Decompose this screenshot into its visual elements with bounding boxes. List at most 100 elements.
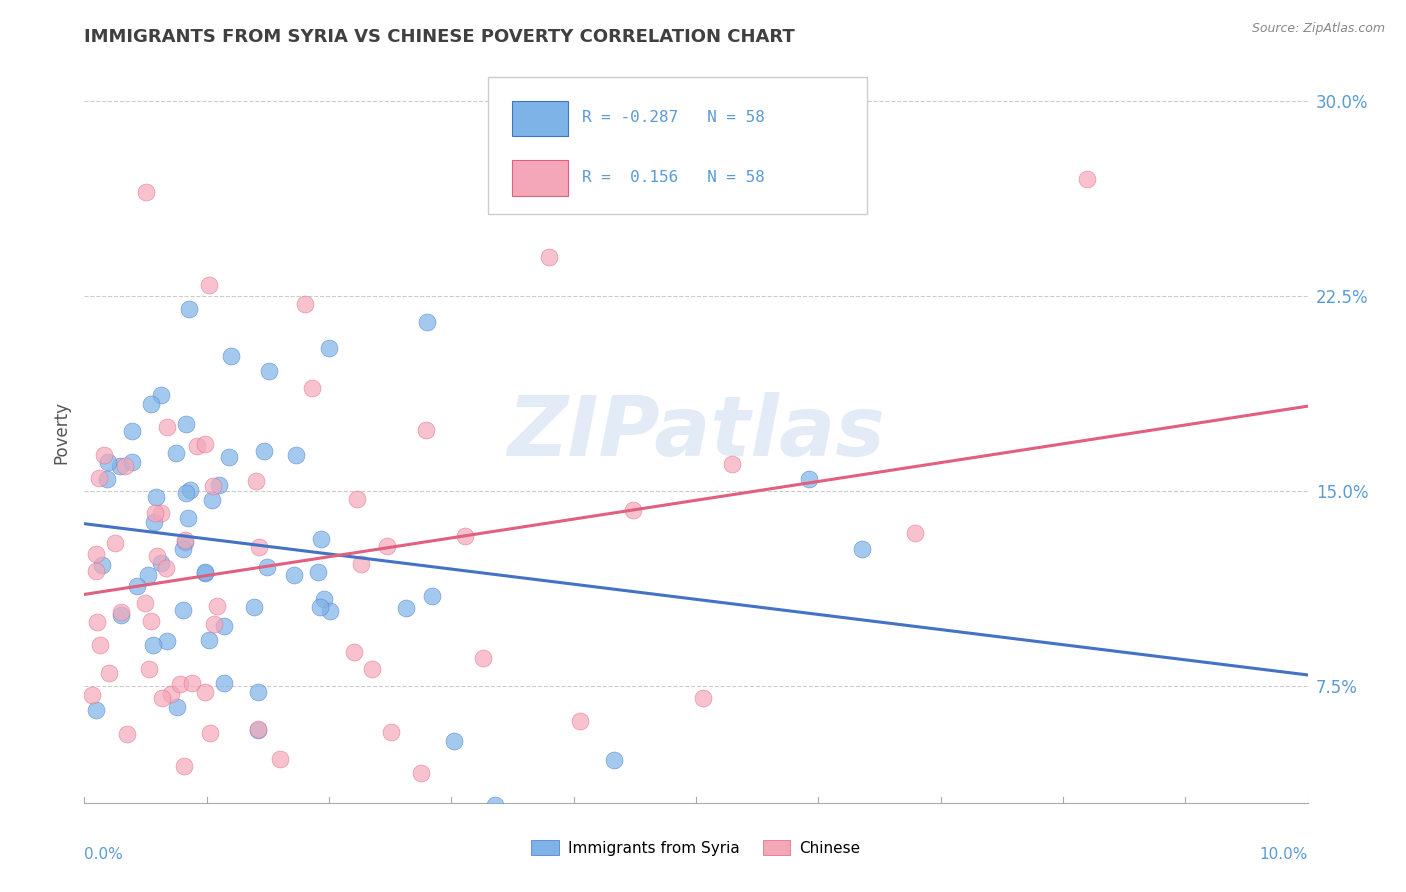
Point bbox=[472, 650, 495, 665]
Point bbox=[121, 455, 143, 469]
Point bbox=[149, 506, 172, 520]
Point bbox=[201, 492, 224, 507]
Point bbox=[415, 423, 437, 437]
Point bbox=[212, 619, 235, 633]
Point bbox=[141, 614, 163, 628]
FancyBboxPatch shape bbox=[488, 78, 868, 214]
Point bbox=[205, 599, 228, 613]
Bar bbox=[513, 101, 568, 136]
Point bbox=[454, 528, 477, 542]
Point bbox=[145, 490, 167, 504]
Point bbox=[202, 479, 225, 493]
Point bbox=[603, 754, 626, 768]
Point bbox=[253, 443, 276, 458]
Point bbox=[361, 662, 384, 676]
Point bbox=[308, 599, 330, 614]
Point bbox=[851, 541, 873, 556]
Text: 0.0%: 0.0% bbox=[84, 847, 124, 863]
Point bbox=[127, 579, 149, 593]
Point bbox=[621, 503, 644, 517]
Point bbox=[194, 565, 217, 579]
Point bbox=[904, 525, 927, 540]
Point bbox=[1076, 172, 1098, 186]
Point bbox=[166, 700, 188, 714]
Point bbox=[87, 471, 110, 485]
Point bbox=[143, 515, 166, 529]
Point bbox=[134, 597, 156, 611]
Point bbox=[221, 349, 243, 363]
Point bbox=[98, 665, 121, 680]
Point bbox=[142, 639, 165, 653]
Point bbox=[104, 536, 127, 550]
Point bbox=[312, 592, 335, 607]
Point bbox=[294, 297, 316, 311]
Point bbox=[169, 677, 191, 691]
Point bbox=[146, 549, 169, 564]
Point bbox=[110, 605, 132, 619]
Point bbox=[108, 459, 131, 474]
Point bbox=[283, 568, 305, 582]
Text: ZIPatlas: ZIPatlas bbox=[508, 392, 884, 473]
Point bbox=[538, 250, 561, 264]
Point bbox=[285, 448, 308, 462]
Point bbox=[115, 726, 138, 740]
Text: IMMIGRANTS FROM SYRIA VS CHINESE POVERTY CORRELATION CHART: IMMIGRANTS FROM SYRIA VS CHINESE POVERTY… bbox=[84, 28, 796, 45]
Point bbox=[155, 561, 177, 575]
Point bbox=[84, 547, 107, 561]
Point bbox=[194, 437, 217, 451]
Point bbox=[156, 420, 179, 434]
Point bbox=[84, 703, 107, 717]
Point bbox=[91, 558, 114, 572]
Bar bbox=[513, 161, 568, 195]
Point bbox=[208, 478, 231, 492]
Y-axis label: Poverty: Poverty bbox=[52, 401, 70, 464]
Point bbox=[246, 722, 269, 736]
Point bbox=[484, 797, 506, 812]
Point bbox=[121, 425, 143, 439]
Point bbox=[218, 450, 240, 465]
Point bbox=[346, 491, 368, 506]
Point bbox=[721, 457, 744, 471]
Point bbox=[198, 726, 221, 740]
Point bbox=[247, 540, 270, 554]
Point bbox=[177, 511, 200, 525]
Point bbox=[96, 472, 118, 486]
Point bbox=[160, 687, 183, 701]
Point bbox=[150, 556, 173, 570]
Point bbox=[247, 723, 270, 737]
Point bbox=[350, 558, 373, 572]
Point bbox=[246, 684, 269, 698]
Point bbox=[139, 397, 162, 411]
Point bbox=[136, 568, 159, 582]
Point bbox=[179, 483, 201, 497]
Text: R = -0.287   N = 58: R = -0.287 N = 58 bbox=[582, 111, 765, 126]
Point bbox=[309, 532, 332, 546]
Point bbox=[89, 638, 111, 652]
Point bbox=[243, 600, 266, 615]
Point bbox=[93, 448, 115, 462]
Point bbox=[269, 752, 291, 766]
Point bbox=[84, 564, 107, 578]
Point bbox=[799, 471, 821, 485]
Point bbox=[172, 542, 194, 557]
Point bbox=[143, 506, 166, 520]
Point bbox=[180, 676, 202, 690]
Point bbox=[156, 633, 179, 648]
Point bbox=[173, 758, 195, 772]
Point bbox=[257, 363, 280, 377]
Point bbox=[110, 608, 132, 623]
Point bbox=[443, 734, 465, 748]
Point bbox=[86, 615, 108, 629]
Point bbox=[150, 388, 173, 402]
Point bbox=[114, 458, 136, 473]
Point bbox=[692, 690, 714, 705]
Text: 10.0%: 10.0% bbox=[1260, 847, 1308, 863]
Point bbox=[409, 766, 432, 780]
Point bbox=[416, 315, 439, 329]
Point bbox=[177, 302, 200, 317]
Text: Source: ZipAtlas.com: Source: ZipAtlas.com bbox=[1251, 22, 1385, 36]
Point bbox=[82, 688, 104, 702]
Point bbox=[174, 535, 197, 549]
Point bbox=[198, 277, 221, 292]
Point bbox=[301, 381, 323, 395]
